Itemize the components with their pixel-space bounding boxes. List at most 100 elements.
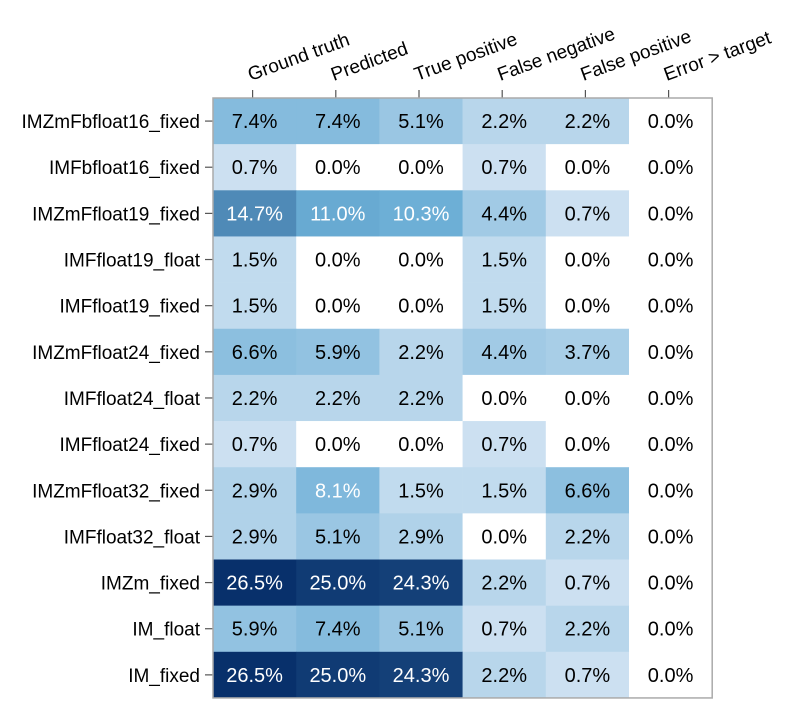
cell-value-label: 6.6% (232, 342, 278, 364)
cell-value-label: 5.9% (232, 619, 278, 641)
heatmap-cell (545, 190, 630, 237)
heatmap-cell (545, 282, 630, 330)
heatmap-cell (296, 513, 380, 560)
heatmap-cell (296, 282, 380, 330)
heatmap-cell (296, 605, 380, 653)
cell-value-label: 1.5% (232, 296, 278, 318)
heatmap-cell (213, 421, 297, 468)
heatmap-cell (296, 651, 380, 699)
heatmap-cell (629, 467, 713, 514)
plot-frame (212, 97, 713, 699)
row-label: IMZmFfloat24_fixed (32, 343, 200, 364)
cell-value-label: 1.5% (481, 480, 527, 502)
heatmap-cell (296, 328, 380, 376)
cell-value-label: 0.0% (648, 296, 694, 318)
cell-value-label: 5.1% (398, 619, 444, 641)
heatmap-cell (379, 374, 463, 422)
cell-value-label: 0.0% (648, 526, 694, 548)
cell-value-label: 2.2% (315, 388, 361, 410)
cell-value-label: 0.0% (648, 573, 694, 595)
cell-value-label: 0.0% (648, 665, 694, 687)
heatmap-cell (629, 144, 713, 191)
cell-value-label: 7.4% (315, 619, 361, 641)
heatmap-cell (629, 282, 713, 330)
heatmap-cell (545, 651, 630, 699)
heatmap-cell (379, 467, 463, 514)
cell-value-label: 0.0% (315, 434, 361, 456)
heatmap-cell (296, 374, 380, 422)
heatmap-cell (629, 98, 713, 145)
cell-value-label: 0.0% (315, 250, 361, 272)
heatmap-cell (629, 374, 713, 422)
cell-value-label: 2.2% (565, 619, 611, 641)
heatmap-cell (629, 421, 713, 468)
row-label: IMFfloat32_float (64, 527, 201, 548)
heatmap-cell (213, 513, 297, 560)
cell-value-label: 10.3% (393, 203, 450, 225)
heatmap-cell (296, 190, 380, 237)
row-label: IMZm_fixed (101, 574, 200, 595)
cell-value-label: 2.2% (481, 573, 527, 595)
row-label: IM_fixed (128, 666, 200, 687)
cell-value-label: 0.7% (232, 434, 278, 456)
cell-value-label: 2.2% (232, 388, 278, 410)
heatmap-cell (462, 98, 547, 145)
heatmap-cell (213, 651, 297, 699)
cell-value-label: 5.1% (398, 111, 444, 133)
cell-value-label: 3.7% (565, 342, 611, 364)
cell-value-label: 0.0% (648, 111, 694, 133)
cell-value-label: 2.2% (565, 111, 611, 133)
heatmap-cell (545, 236, 630, 283)
cell-value-label: 0.0% (648, 203, 694, 225)
heatmap-cell (462, 236, 547, 283)
heatmap-cell (629, 651, 713, 699)
heatmap-cell (462, 374, 547, 422)
cell-value-label: 0.7% (481, 157, 527, 179)
cell-value-label: 7.4% (232, 111, 278, 133)
cell-value-label: 0.0% (565, 250, 611, 272)
heatmap-cell (462, 651, 547, 699)
cell-value-label: 2.2% (565, 526, 611, 548)
heatmap-cell (462, 282, 547, 330)
heatmap-cell (629, 190, 713, 237)
cell-value-label: 8.1% (315, 480, 361, 502)
heatmap-cell (545, 513, 630, 560)
cell-value-label: 5.1% (315, 526, 361, 548)
cell-value-label: 25.0% (309, 665, 366, 687)
cell-value-label: 0.0% (398, 157, 444, 179)
cell-value-label: 0.0% (648, 342, 694, 364)
heatmap-cell (462, 190, 547, 237)
cell-value-label: 6.6% (565, 480, 611, 502)
heatmap-cell (462, 467, 547, 514)
row-label: IMZmFbfloat16_fixed (22, 112, 200, 133)
heatmap-cell (213, 236, 297, 283)
row-label: IMFbfloat16_fixed (49, 158, 200, 179)
heatmap-cell (545, 144, 630, 191)
cell-value-label: 0.0% (648, 388, 694, 410)
heatmap-cell (379, 651, 463, 699)
cell-value-label: 0.0% (315, 157, 361, 179)
heatmap-cell (545, 328, 630, 376)
cell-value-label: 1.5% (481, 250, 527, 272)
heatmap-cell (629, 236, 713, 283)
cell-value-label: 2.9% (232, 526, 278, 548)
row-label: IM_float (132, 620, 200, 641)
cell-value-label: 1.5% (398, 480, 444, 502)
cell-value-label: 0.7% (565, 573, 611, 595)
cell-value-label: 0.0% (398, 250, 444, 272)
heatmap-cell (545, 98, 630, 145)
cell-value-label: 0.7% (481, 434, 527, 456)
cell-value-label: 25.0% (309, 573, 366, 595)
row-labels: IMZmFbfloat16_fixed IMFbfloat16_fixed IMZm… (22, 112, 213, 687)
heatmap-cell (213, 605, 297, 653)
cell-value-label: 0.0% (481, 526, 527, 548)
cell-value-label: 0.7% (481, 619, 527, 641)
heatmap-cell (629, 559, 713, 606)
heatmap-cell (213, 282, 297, 330)
cell-value-label: 0.0% (398, 296, 444, 318)
cell-value-label: 1.5% (232, 250, 278, 272)
heatmap-cell (462, 328, 547, 376)
heatmap-cell (629, 513, 713, 560)
cell-value-label: 4.4% (481, 203, 527, 225)
